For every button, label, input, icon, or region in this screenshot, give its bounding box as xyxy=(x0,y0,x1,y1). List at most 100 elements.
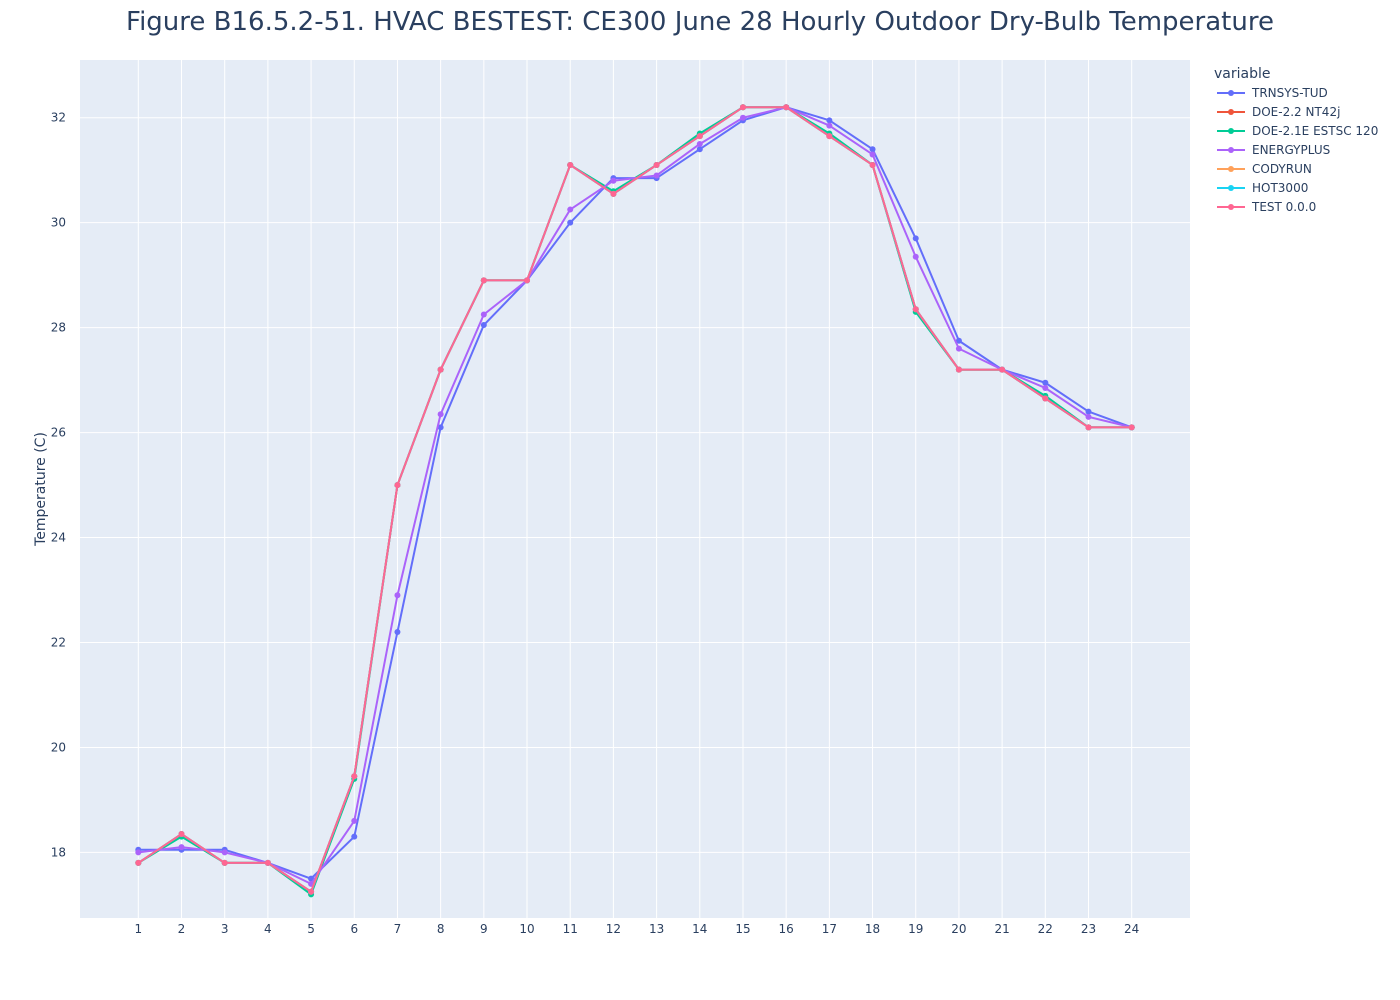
legend-marker-swatch xyxy=(1228,128,1234,134)
legend-marker-swatch xyxy=(1228,185,1234,191)
data-point xyxy=(437,366,444,373)
data-point xyxy=(221,849,228,856)
x-tick-label: 14 xyxy=(692,922,707,936)
legend-item[interactable]: TRNSYS-TUD xyxy=(1217,86,1328,100)
chart-title: Figure B16.5.2-51. HVAC BESTEST: CE300 J… xyxy=(126,7,1274,37)
x-tick-label: 21 xyxy=(994,922,1009,936)
legend-item[interactable]: ENERGYPLUS xyxy=(1217,143,1330,157)
series-test-0-0-0 xyxy=(135,104,1135,895)
data-point xyxy=(437,411,444,418)
x-tick-label: 13 xyxy=(649,922,664,936)
data-point xyxy=(394,592,401,599)
legend-marker-swatch xyxy=(1228,109,1234,115)
x-tick-label: 18 xyxy=(865,922,880,936)
data-point xyxy=(524,277,531,284)
data-point xyxy=(351,833,358,840)
data-point xyxy=(308,888,315,895)
legend-title: variable xyxy=(1214,66,1270,82)
legend[interactable]: variable TRNSYS-TUD DOE-2.2 NT42j DOE-2.1E… xyxy=(1214,66,1378,214)
data-point xyxy=(912,253,919,260)
data-point xyxy=(869,151,876,158)
data-point xyxy=(696,133,703,140)
y-tick-label: 30 xyxy=(51,216,66,230)
x-tick-label: 9 xyxy=(480,922,488,936)
x-tick-label: 12 xyxy=(606,922,621,936)
x-axis-ticks: 1 2 3 4 5 6 7 8 9 10 11 12 13 14 15 16 17 18 19 20 21 22 23 24 xyxy=(134,922,1139,936)
data-point xyxy=(480,277,487,284)
x-tick-label: 19 xyxy=(908,922,923,936)
data-point xyxy=(351,817,358,824)
gridlines xyxy=(80,60,1190,918)
data-point xyxy=(696,146,703,153)
data-point xyxy=(394,482,401,489)
data-point xyxy=(1128,424,1135,431)
data-point xyxy=(480,322,487,329)
data-point xyxy=(1042,379,1049,386)
x-tick-label: 17 xyxy=(822,922,837,936)
data-point xyxy=(610,177,617,184)
x-tick-label: 6 xyxy=(350,922,358,936)
series-line xyxy=(138,106,1132,885)
data-point xyxy=(567,219,574,226)
legend-marker-swatch xyxy=(1228,204,1234,210)
x-tick-label: 15 xyxy=(735,922,750,936)
x-tick-label: 3 xyxy=(221,922,229,936)
x-tick-label: 11 xyxy=(563,922,578,936)
legend-label: TEST 0.0.0 xyxy=(1251,200,1316,214)
legend-marker-swatch xyxy=(1228,90,1234,96)
data-point xyxy=(869,146,876,153)
data-point xyxy=(1042,395,1049,402)
data-point xyxy=(826,117,833,124)
y-axis-title: Temperature (C) xyxy=(33,432,49,547)
y-tick-label: 24 xyxy=(51,531,66,545)
legend-marker-swatch xyxy=(1228,166,1234,172)
data-point xyxy=(955,337,962,344)
legend-label: ENERGYPLUS xyxy=(1252,143,1330,157)
x-tick-label: 5 xyxy=(307,922,315,936)
data-point xyxy=(1042,384,1049,391)
data-point xyxy=(826,133,833,140)
legend-label: DOE-2.2 NT42j xyxy=(1252,105,1340,119)
legend-marker-swatch xyxy=(1228,147,1234,153)
x-tick-label: 23 xyxy=(1081,922,1096,936)
data-point xyxy=(739,114,746,121)
legend-item[interactable]: HOT3000 xyxy=(1217,181,1308,195)
data-point xyxy=(567,206,574,213)
data-point xyxy=(221,859,228,866)
legend-item[interactable]: DOE-2.2 NT42j xyxy=(1217,105,1340,119)
legend-item[interactable]: CODYRUN xyxy=(1217,162,1312,176)
legend-item[interactable]: DOE-2.1E ESTSC 120 xyxy=(1217,124,1378,138)
data-point xyxy=(178,831,185,838)
data-point xyxy=(264,859,271,866)
data-point xyxy=(826,122,833,129)
data-point xyxy=(1085,408,1092,415)
y-tick-label: 26 xyxy=(51,426,66,440)
data-point xyxy=(1085,424,1092,431)
data-point xyxy=(999,366,1006,373)
series-layer xyxy=(135,104,1135,898)
x-tick-label: 4 xyxy=(264,922,272,936)
legend-item[interactable]: TEST 0.0.0 xyxy=(1217,200,1316,214)
y-tick-label: 28 xyxy=(51,321,66,335)
y-tick-label: 32 xyxy=(51,111,66,125)
x-tick-label: 8 xyxy=(437,922,445,936)
data-point xyxy=(739,104,746,111)
data-point xyxy=(783,104,790,111)
data-point xyxy=(955,345,962,352)
series-line xyxy=(137,106,1132,893)
x-tick-label: 20 xyxy=(951,922,966,936)
data-point xyxy=(135,849,142,856)
data-point xyxy=(1085,413,1092,420)
y-axis-ticks: 18 20 22 24 26 28 30 32 xyxy=(51,111,66,860)
y-tick-label: 20 xyxy=(51,740,66,754)
plot-background xyxy=(80,60,1190,918)
data-point xyxy=(869,161,876,168)
x-tick-label: 1 xyxy=(134,922,142,936)
data-point xyxy=(912,235,919,242)
legend-label: CODYRUN xyxy=(1252,162,1312,176)
x-tick-label: 22 xyxy=(1038,922,1053,936)
data-point xyxy=(653,161,660,168)
x-tick-label: 7 xyxy=(394,922,402,936)
data-point xyxy=(955,366,962,373)
